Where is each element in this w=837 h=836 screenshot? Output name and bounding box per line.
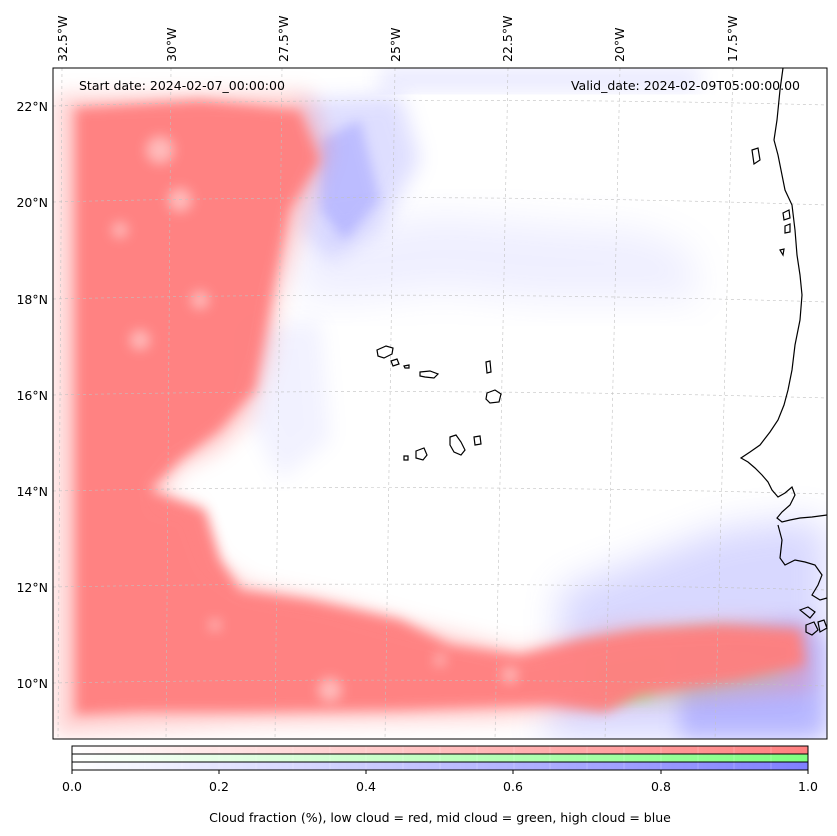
colorbar-tick-5: 1.0: [798, 779, 818, 794]
graticule: [52, 67, 828, 740]
lat-label-18n: 18°N: [16, 292, 48, 307]
coastlines: [739, 67, 828, 636]
lon-label-20w: 20°W: [612, 27, 627, 62]
brava-island: [403, 455, 409, 461]
lon-label-32-5w: 32.5°W: [55, 16, 70, 62]
colorbar-tick-4: 0.8: [651, 779, 671, 794]
lat-label-20n: 20°N: [16, 195, 48, 210]
santa-luzia-island: [403, 364, 410, 369]
lat-label-12n: 12°N: [16, 580, 48, 595]
lat-label-14n: 14°N: [16, 484, 48, 499]
africa-coastline: [739, 67, 828, 523]
colorbar-outline: [71, 745, 809, 771]
lat-label-16n: 16°N: [16, 388, 48, 403]
lon-label-22-5w: 22.5°W: [500, 16, 515, 62]
colorbar-tick-3: 0.6: [503, 779, 523, 794]
boa-vista-island: [485, 389, 502, 404]
low-cloud-field: [55, 92, 812, 735]
lat-label-22n: 22°N: [16, 99, 48, 114]
maio-island: [473, 435, 482, 446]
colorbar-tick-marks: [71, 770, 809, 774]
fogo-island: [415, 447, 428, 461]
cape-verde-islands: [376, 345, 502, 461]
lon-label-17-5w: 17.5°W: [725, 16, 740, 62]
lon-label-30w: 30°W: [164, 27, 179, 62]
santiago-island: [449, 434, 466, 456]
colorbar-label: Cloud fraction (%), low cloud = red, mid…: [209, 810, 671, 825]
sao-nicolau-island: [419, 370, 440, 379]
lat-label-10n: 10°N: [16, 676, 48, 691]
map-frame: [52, 67, 828, 740]
colorbar-mid-strip: [72, 754, 808, 762]
longitude-labels: 32.5°W 30°W 27.5°W 25°W 22.5°W 20°W 17.5…: [55, 16, 740, 62]
lon-label-25w: 25°W: [388, 27, 403, 62]
start-date-label: Start date: 2024-02-07_00:00:00: [79, 78, 285, 93]
colorbar-tick-0: 0.0: [62, 779, 82, 794]
lon-label-27-5w: 27.5°W: [276, 16, 291, 62]
santo-antao-island: [376, 345, 394, 359]
cloud-layers: [55, 68, 827, 739]
colorbar-tick-2: 0.4: [356, 779, 376, 794]
colorbar-high-strip: [72, 762, 808, 770]
colorbar-low-strip: [72, 746, 808, 754]
valid-date-label: Valid_date: 2024-02-09T05:00:00.00: [571, 78, 800, 93]
sao-vicente-island: [390, 358, 400, 367]
sal-island: [485, 360, 492, 374]
colorbar-tick-1: 0.2: [209, 779, 229, 794]
colorbar-segment-lines: [108, 746, 772, 770]
latitude-labels: 22°N 20°N 18°N 16°N 14°N 12°N 10°N: [16, 99, 48, 691]
colorbar: 0.0 0.2 0.4 0.6 0.8 1.0 Cloud fraction (…: [62, 745, 818, 825]
